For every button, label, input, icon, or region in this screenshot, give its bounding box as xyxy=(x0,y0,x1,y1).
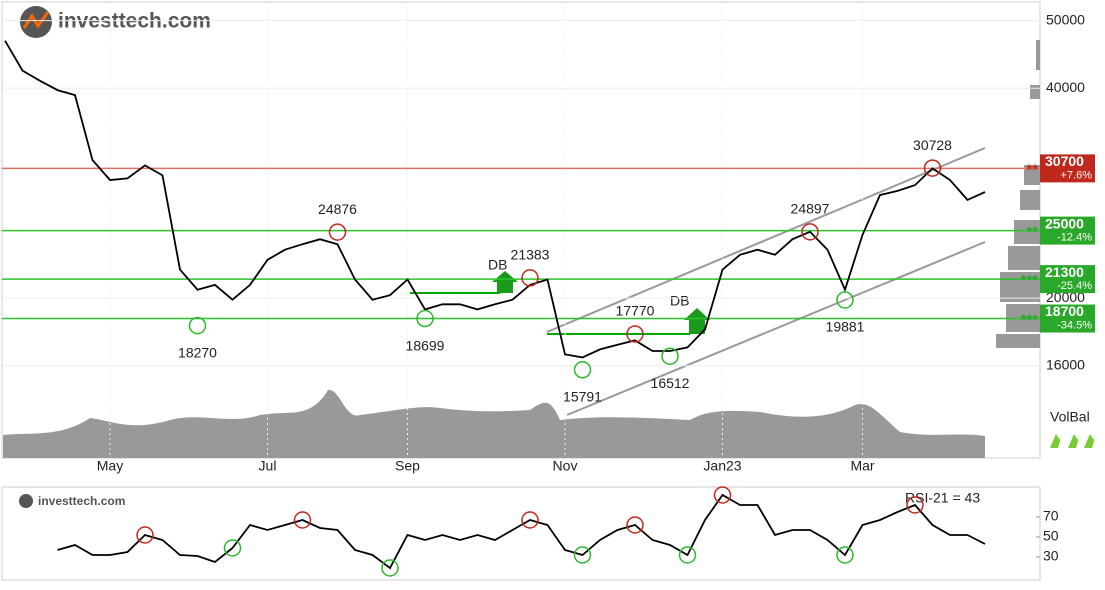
x-tick-label: Jan23 xyxy=(703,458,741,474)
annotation-label: 17770 xyxy=(616,303,655,319)
annotation-label: 21383 xyxy=(511,247,550,263)
annotation-label: 30728 xyxy=(913,137,952,153)
db-arrow xyxy=(492,271,518,293)
price-histogram xyxy=(996,40,1040,348)
rsi-frame xyxy=(1,486,1041,581)
annotation-label: 18270 xyxy=(178,344,217,360)
annotation-label: 24876 xyxy=(318,201,357,217)
level-change: +7.6% xyxy=(1061,169,1093,181)
rsi-signal xyxy=(381,559,399,577)
y-tick-label: 16000 xyxy=(1046,356,1085,372)
rsi-signal xyxy=(293,511,312,529)
level-stars: *** xyxy=(1020,272,1038,289)
level-value: 18700 xyxy=(1045,303,1084,319)
level-value: 25000 xyxy=(1045,215,1084,231)
volume-label: VolBal xyxy=(1050,409,1090,425)
level-box xyxy=(1040,304,1095,333)
annotation-circle xyxy=(661,347,679,365)
x-tick-label: May xyxy=(97,458,123,474)
trend-upper xyxy=(546,147,986,333)
annotation-circle xyxy=(416,309,434,328)
db-label: DB xyxy=(488,257,507,273)
rsi-line xyxy=(57,493,986,570)
db-arrow xyxy=(684,308,710,334)
rsi-signal xyxy=(906,496,924,514)
level-stars: ** xyxy=(1026,224,1038,241)
annotation-label: 18699 xyxy=(406,337,445,353)
level-stars: ** xyxy=(1026,161,1038,178)
level-box xyxy=(1040,154,1095,183)
annotation-label: 19881 xyxy=(826,319,865,335)
rsi-signal xyxy=(136,526,154,544)
level-box xyxy=(1040,216,1095,245)
rsi-signal xyxy=(521,511,539,529)
annotation-circle xyxy=(573,361,592,379)
rsi-signal xyxy=(678,546,697,564)
level-box xyxy=(1040,265,1095,294)
y-tick-label: 40000 xyxy=(1046,79,1085,95)
annotation-circle xyxy=(328,223,347,241)
rsi-signal xyxy=(223,539,242,557)
rsi-title: RSI-21 = 43 xyxy=(905,490,980,506)
annotation-circle xyxy=(521,269,539,287)
annotation-circle xyxy=(626,325,644,343)
y-tick-label: 50000 xyxy=(1046,11,1085,27)
annotation-label: 16512 xyxy=(651,375,690,391)
rsi-signal xyxy=(573,546,592,564)
annotation-label: 24897 xyxy=(791,201,830,217)
rsi-tick-label: 50 xyxy=(1043,528,1059,544)
annotation-circle xyxy=(801,223,819,241)
price-line xyxy=(4,40,986,359)
x-tick-label: Mar xyxy=(850,458,874,474)
rsi-signal xyxy=(626,516,644,534)
level-value: 21300 xyxy=(1045,264,1084,280)
level-change: -25.4% xyxy=(1057,280,1092,292)
x-tick-label: Sep xyxy=(395,458,420,474)
logo-icon xyxy=(19,494,33,508)
volume-area xyxy=(3,389,985,458)
level-change: -34.5% xyxy=(1057,319,1092,331)
annotation-circle xyxy=(923,159,942,177)
x-tick-label: Jul xyxy=(259,458,277,474)
rsi-tick-label: 70 xyxy=(1043,508,1059,524)
annotation-label: 15791 xyxy=(563,388,602,404)
rsi-signal xyxy=(713,486,732,504)
annotation-circle xyxy=(188,316,207,335)
rsi-signal xyxy=(836,546,854,564)
rsi-tick-label: 30 xyxy=(1043,548,1059,564)
annotation-circle xyxy=(836,291,854,309)
trend-lower xyxy=(566,241,986,416)
x-tick-label: Nov xyxy=(553,458,578,474)
level-stars: *** xyxy=(1020,312,1038,329)
volbal-arrows xyxy=(1050,434,1096,448)
level-change: -12.4% xyxy=(1057,232,1092,244)
db-label: DB xyxy=(670,293,689,309)
level-value: 30700 xyxy=(1045,153,1084,169)
logo: investtech.com xyxy=(38,494,125,508)
